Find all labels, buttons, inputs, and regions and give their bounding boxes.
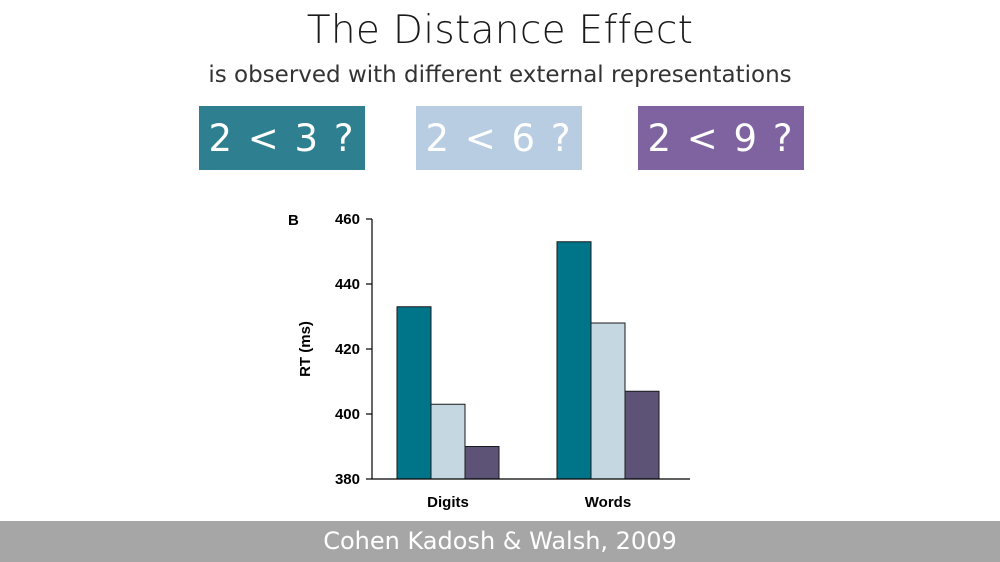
- y-tick-label: 400: [335, 406, 360, 423]
- bar: [556, 241, 592, 480]
- bar: [590, 322, 626, 480]
- x-tick-label: Digits: [427, 494, 469, 511]
- bar: [624, 390, 660, 480]
- slide-title: The Distance Effect: [306, 8, 694, 53]
- y-tick-label: 420: [335, 341, 360, 358]
- bar: [430, 403, 466, 480]
- comparison-label: 2 < 6 ?: [425, 116, 573, 160]
- comparison-label: 2 < 9 ?: [647, 116, 795, 160]
- y-tick-label: 460: [335, 211, 360, 228]
- y-tick-label: 380: [335, 471, 360, 488]
- comparison-label: 2 < 3 ?: [208, 116, 356, 160]
- y-axis-label: RT (ms): [297, 321, 314, 377]
- citation-footer: Cohen Kadosh & Walsh, 2009: [0, 521, 1000, 562]
- comparison-box-2-9: 2 < 9 ?: [638, 106, 804, 170]
- x-tick-label: Words: [585, 494, 631, 511]
- slide-subtitle: is observed with different external repr…: [208, 62, 792, 88]
- citation-text: Cohen Kadosh & Walsh, 2009: [323, 527, 677, 555]
- panel-label: B: [288, 212, 299, 229]
- y-tick-label: 440: [335, 276, 360, 293]
- bar: [464, 446, 500, 480]
- bar: [396, 306, 432, 480]
- comparison-box-2-3: 2 < 3 ?: [199, 106, 365, 170]
- rt-bar-chart: Digits Words 380 400 420 440 460 RT (ms) B: [288, 211, 690, 511]
- comparison-box-2-6: 2 < 6 ?: [416, 106, 582, 170]
